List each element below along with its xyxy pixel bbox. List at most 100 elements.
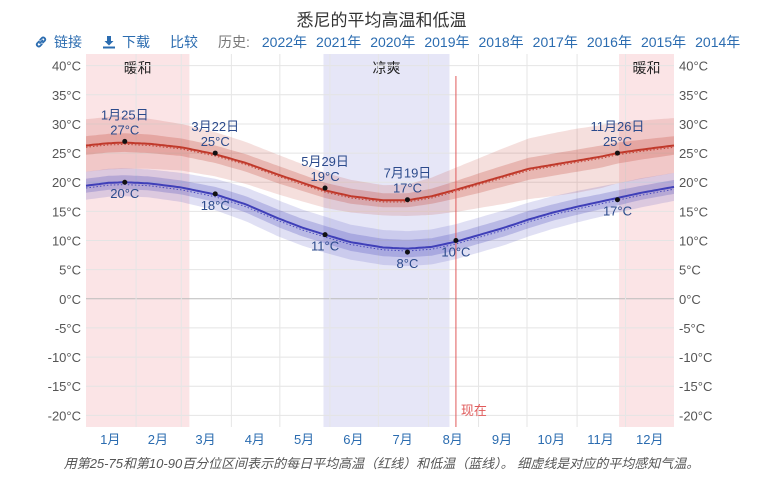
y-tick-left-0: 0°C bbox=[59, 292, 81, 307]
x-tick-month-5: 5月 bbox=[294, 432, 314, 447]
high-marker-date-0: 1月25日 bbox=[101, 107, 149, 122]
y-tick-right-35: 35°C bbox=[679, 88, 708, 103]
y-tick-left--15: -15°C bbox=[48, 379, 81, 394]
series-1-marker-4 bbox=[453, 238, 459, 243]
y-tick-right--20: -20°C bbox=[679, 408, 712, 423]
history-year-2017[interactable]: 2017年 bbox=[532, 34, 578, 50]
chart-caption-text: 用第25-75和第10-90百分位区间表示的每日平均高温（红线）和低温（蓝线）。… bbox=[63, 456, 700, 471]
history-label: 历史: bbox=[218, 34, 250, 50]
series-1-marker-1 bbox=[212, 191, 218, 197]
season-label-0: 暖和 bbox=[124, 60, 152, 76]
series-0-marker-4 bbox=[614, 150, 620, 156]
y-tick-right-0: 0°C bbox=[679, 292, 701, 307]
low-marker-value-4: 10°C bbox=[441, 245, 470, 260]
series-0-feels-like-line bbox=[85, 143, 675, 203]
compare-button[interactable]: 比较 bbox=[170, 32, 198, 52]
series-0-mean-line bbox=[85, 141, 675, 202]
toolbar: 链接 下载 比较 历史: 2022年 2021年 2020年 2019年 201… bbox=[34, 32, 749, 52]
series-0-marker-2 bbox=[322, 185, 328, 191]
y-tick-right--15: -15°C bbox=[679, 379, 712, 394]
series-1-feels-like-line bbox=[85, 183, 675, 252]
y-tick-left-20: 20°C bbox=[52, 175, 81, 190]
y-tick-left-25: 25°C bbox=[52, 146, 81, 161]
link-label: 链接 bbox=[54, 34, 82, 50]
series-0-band-10-90 bbox=[86, 116, 674, 216]
download-label: 下载 bbox=[122, 34, 150, 50]
y-tick-right--10: -10°C bbox=[679, 350, 712, 365]
history-year-2018[interactable]: 2018年 bbox=[478, 34, 524, 50]
y-tick-left--20: -20°C bbox=[48, 408, 81, 423]
y-tick-left-5: 5°C bbox=[59, 263, 81, 278]
y-tick-left-40: 40°C bbox=[52, 59, 81, 74]
series-1-marker-0 bbox=[122, 179, 128, 185]
y-tick-right-5: 5°C bbox=[679, 263, 701, 278]
y-tick-right-15: 15°C bbox=[679, 204, 708, 219]
high-marker-value-1: 25°C bbox=[201, 134, 230, 149]
series-1-marker-5 bbox=[614, 197, 620, 203]
y-tick-right-10: 10°C bbox=[679, 234, 708, 249]
history-year-2020[interactable]: 2020年 bbox=[370, 34, 416, 50]
y-tick-right-30: 30°C bbox=[679, 117, 708, 132]
history-year-2019[interactable]: 2019年 bbox=[424, 34, 470, 50]
history-year-2016[interactable]: 2016年 bbox=[586, 34, 632, 50]
high-marker-value-3: 17°C bbox=[393, 181, 422, 196]
series-1-marker-3 bbox=[404, 249, 410, 255]
low-marker-value-3: 8°C bbox=[397, 256, 419, 271]
series-1-mean-line bbox=[85, 181, 675, 250]
compare-label: 比较 bbox=[170, 34, 198, 50]
x-tick-month-12: 12月 bbox=[636, 432, 663, 447]
x-tick-month-9: 9月 bbox=[492, 432, 512, 447]
x-tick-month-6: 6月 bbox=[343, 432, 363, 447]
y-tick-left-35: 35°C bbox=[52, 88, 81, 103]
series-1-marker-2 bbox=[322, 232, 328, 238]
high-marker-value-0: 27°C bbox=[110, 122, 139, 137]
x-tick-month-1: 1月 bbox=[100, 432, 120, 447]
x-tick-month-7: 7月 bbox=[392, 432, 412, 447]
season-label-1: 凉爽 bbox=[372, 60, 400, 76]
chart-caption: 用第25-75和第10-90百分位区间表示的每日平均高温（红线）和低温（蓝线）。… bbox=[0, 455, 763, 473]
high-marker-value-4: 25°C bbox=[603, 134, 632, 149]
history-year-2014[interactable]: 2014年 bbox=[695, 34, 741, 50]
low-marker-value-0: 20°C bbox=[110, 186, 139, 201]
high-marker-date-4: 11月26日 bbox=[590, 119, 644, 134]
x-tick-month-2: 2月 bbox=[148, 432, 168, 447]
y-tick-right--5: -5°C bbox=[679, 321, 705, 336]
history-year-2021[interactable]: 2021年 bbox=[316, 34, 362, 50]
x-tick-month-3: 3月 bbox=[195, 432, 215, 447]
low-marker-value-2: 11°C bbox=[311, 239, 339, 254]
chart-title: 悉尼的平均高温和低温 bbox=[296, 11, 467, 30]
x-tick-month-11: 11月 bbox=[587, 432, 614, 447]
x-tick-month-8: 8月 bbox=[443, 432, 463, 447]
high-marker-value-2: 19°C bbox=[311, 169, 340, 184]
series-1-band-10-90 bbox=[86, 168, 674, 267]
high-marker-date-2: 5月29日 bbox=[301, 154, 349, 169]
y-tick-left--5: -5°C bbox=[55, 321, 81, 336]
series-0-marker-1 bbox=[212, 150, 218, 156]
y-tick-left-15: 15°C bbox=[52, 204, 81, 219]
link-icon bbox=[35, 36, 47, 48]
y-tick-left--10: -10°C bbox=[48, 350, 81, 365]
high-marker-date-1: 3月22日 bbox=[191, 119, 239, 134]
y-tick-left-10: 10°C bbox=[52, 234, 81, 249]
series-0-marker-0 bbox=[122, 138, 128, 144]
history-year-2022[interactable]: 2022年 bbox=[261, 34, 308, 50]
high-marker-date-3: 7月19日 bbox=[384, 166, 432, 181]
x-tick-month-4: 4月 bbox=[245, 432, 265, 447]
y-tick-right-25: 25°C bbox=[679, 146, 708, 161]
x-tick-month-10: 10月 bbox=[537, 432, 564, 447]
now-label: 现在 bbox=[461, 403, 487, 418]
low-marker-value-5: 17°C bbox=[603, 204, 632, 219]
series-0-marker-3 bbox=[404, 197, 410, 203]
series-1-band-25-75 bbox=[86, 175, 674, 258]
y-tick-right-40: 40°C bbox=[679, 59, 708, 74]
low-marker-value-1: 18°C bbox=[201, 198, 230, 213]
season-label-2: 暖和 bbox=[633, 60, 661, 76]
download-button[interactable]: 下载 bbox=[102, 32, 150, 52]
download-icon bbox=[103, 36, 115, 49]
history-year-2015[interactable]: 2015年 bbox=[640, 34, 687, 50]
y-tick-right-20: 20°C bbox=[679, 175, 708, 190]
link-button[interactable]: 链接 bbox=[34, 32, 82, 52]
y-tick-left-30: 30°C bbox=[52, 117, 81, 132]
series-0-band-25-75 bbox=[86, 133, 674, 208]
